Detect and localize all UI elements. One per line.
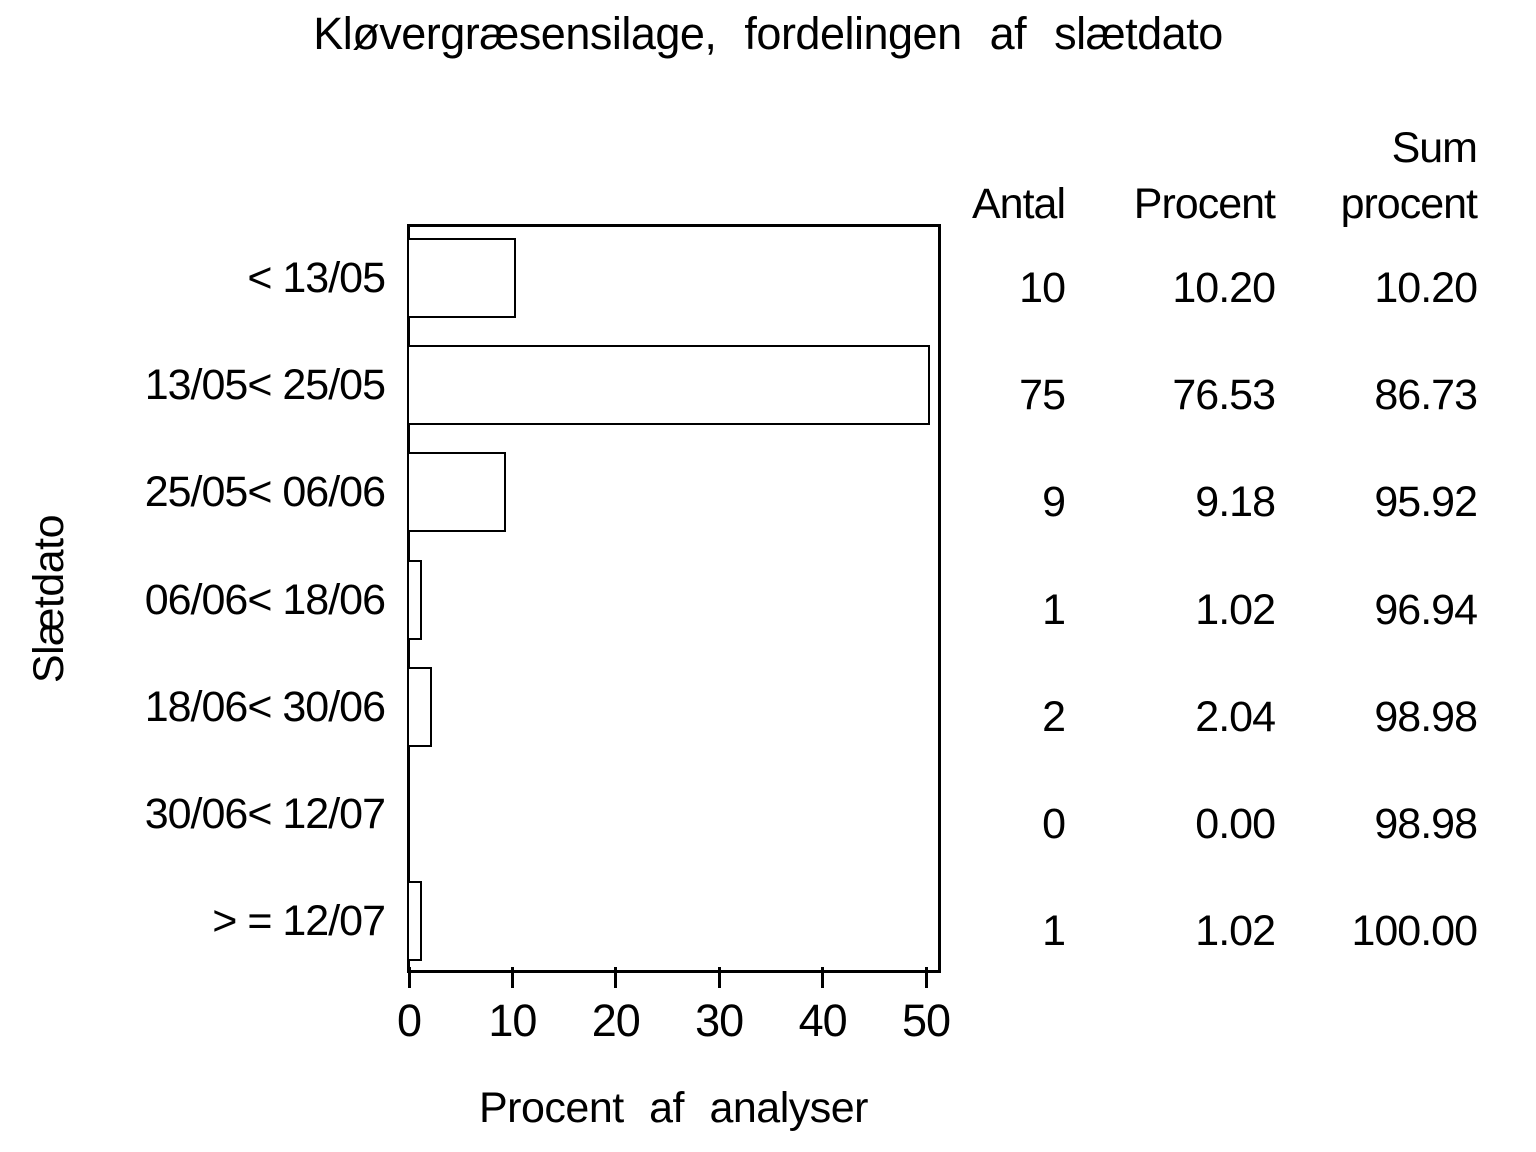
- table-cell-procent: 76.53: [1172, 371, 1276, 420]
- table-cell-procent: 1.02: [1195, 907, 1276, 956]
- axis-tick-label: 0: [396, 995, 422, 1046]
- bar: [407, 881, 422, 962]
- axis-tick-mark: [510, 967, 514, 988]
- axis-tick-label: 50: [901, 995, 951, 1046]
- table-cell-antal: 10: [1019, 264, 1066, 312]
- bar: [407, 345, 931, 426]
- table-cell-sum: 95.92: [1374, 478, 1478, 527]
- table-cell-sum: 98.98: [1374, 692, 1478, 741]
- category-label: < 13/05: [247, 254, 386, 302]
- axis-tick-label: 30: [695, 995, 744, 1046]
- table-cell-procent: 9.18: [1195, 478, 1276, 527]
- table-cell-procent: 2.04: [1195, 692, 1276, 741]
- y-axis-label: Slætdato: [25, 514, 73, 684]
- table-cell-sum: 96.94: [1374, 585, 1478, 634]
- table-cell-procent: 10.20: [1172, 264, 1276, 312]
- bar: [407, 452, 506, 533]
- table-cell-antal: 0: [1042, 800, 1066, 848]
- bar: [407, 559, 422, 640]
- table-cell-sum: 10.20: [1374, 264, 1478, 312]
- table-header-sum-line1: Sum: [1391, 124, 1478, 172]
- axis-tick-mark: [407, 967, 411, 988]
- axis-tick-mark: [717, 967, 721, 988]
- x-axis-label: Procent af analyser: [479, 1084, 868, 1132]
- bar: [407, 666, 433, 747]
- table-cell-sum: 86.73: [1374, 371, 1478, 420]
- table-cell-procent: 1.02: [1195, 585, 1276, 634]
- table-cell-antal: 1: [1042, 907, 1066, 956]
- category-label: 13/05< 25/05: [144, 361, 386, 410]
- table-header-sum-line2: procent: [1340, 180, 1478, 228]
- bar: [407, 238, 517, 318]
- category-label: 25/05< 06/06: [144, 468, 386, 517]
- axis-tick-label: 10: [488, 995, 537, 1046]
- table-cell-antal: 2: [1042, 692, 1066, 741]
- table-cell-antal: 9: [1042, 478, 1066, 527]
- axis-tick-mark: [924, 967, 928, 988]
- table-cell-sum: 100.00: [1351, 907, 1478, 956]
- category-label: 06/06< 18/06: [144, 575, 386, 624]
- table-header-antal: Antal: [971, 180, 1066, 228]
- chart-title: Kløvergræsensilage, fordelingen af slætd…: [313, 8, 1223, 59]
- table-header-procent: Procent: [1133, 180, 1276, 228]
- category-label: > = 12/07: [212, 897, 386, 946]
- axis-tick-mark: [614, 967, 618, 988]
- table-cell-antal: 1: [1042, 585, 1066, 634]
- axis-tick-mark: [821, 967, 825, 988]
- category-label: 30/06< 12/07: [144, 790, 386, 838]
- table-cell-sum: 98.98: [1374, 800, 1478, 848]
- table-cell-procent: 0.00: [1195, 800, 1276, 848]
- axis-tick-label: 20: [591, 995, 641, 1046]
- axis-tick-label: 40: [798, 995, 848, 1046]
- category-label: 18/06< 30/06: [144, 682, 386, 731]
- table-cell-antal: 75: [1019, 371, 1066, 420]
